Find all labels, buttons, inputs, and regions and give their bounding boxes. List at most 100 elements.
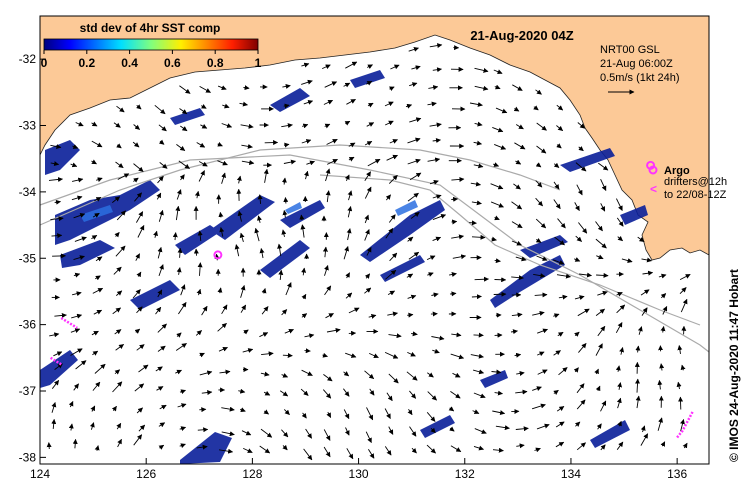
- current-arrow: [515, 256, 527, 262]
- current-arrow: [600, 400, 607, 412]
- current-arrow: [535, 180, 543, 188]
- current-arrow: [304, 333, 315, 339]
- current-arrow: [135, 253, 140, 261]
- current-arrow: [305, 428, 312, 439]
- current-arrow: [426, 412, 436, 422]
- current-arrow: [94, 197, 102, 202]
- current-arrow: [494, 84, 501, 90]
- current-arrow: [577, 308, 590, 317]
- current-arrow: [513, 183, 521, 190]
- current-arrow: [178, 160, 190, 169]
- y-tick-label: -35: [19, 251, 37, 265]
- drifter-track: [60, 316, 78, 329]
- current-arrow: [326, 327, 341, 333]
- current-arrow: [490, 183, 504, 190]
- current-arrow: [90, 405, 96, 412]
- current-arrow: [281, 177, 287, 185]
- current-arrow: [537, 351, 545, 357]
- current-arrow: [511, 312, 523, 318]
- current-arrow: [553, 181, 560, 190]
- current-arrow: [278, 269, 284, 280]
- current-arrow: [176, 332, 182, 338]
- current-arrow: [327, 158, 338, 165]
- current-arrow: [364, 229, 370, 241]
- current-arrow: [345, 292, 353, 299]
- current-arrow: [451, 234, 464, 240]
- current-arrow: [598, 162, 609, 171]
- current-arrow: [511, 275, 524, 281]
- current-arrow: [491, 236, 497, 242]
- current-arrow: [304, 348, 311, 354]
- current-arrow: [48, 176, 63, 182]
- current-arrow: [261, 306, 269, 315]
- current-arrow: [279, 390, 289, 397]
- current-arrow: [411, 447, 417, 454]
- current-arrow: [532, 310, 545, 316]
- current-arrow: [470, 353, 484, 359]
- current-arrow: [406, 273, 414, 279]
- current-arrow: [637, 326, 643, 335]
- current-arrow: [452, 254, 467, 260]
- current-arrow: [133, 163, 144, 172]
- current-arrow: [429, 122, 442, 128]
- current-arrow: [75, 360, 87, 370]
- current-arrow: [91, 121, 98, 127]
- current-arrow: [71, 313, 83, 319]
- current-arrow: [449, 426, 455, 432]
- current-arrow: [617, 420, 622, 427]
- y-tick-label: -36: [19, 318, 37, 332]
- current-arrow: [641, 257, 652, 263]
- current-arrow: [595, 308, 605, 316]
- current-arrow: [384, 351, 399, 359]
- current-arrow: [91, 235, 98, 240]
- current-arrow: [134, 383, 145, 392]
- current-arrow: [679, 287, 687, 295]
- current-arrow: [132, 289, 141, 299]
- current-arrow: [254, 227, 260, 242]
- current-arrow: [493, 162, 500, 167]
- current-arrow: [217, 287, 223, 294]
- current-arrow: [237, 210, 243, 222]
- current-arrow: [660, 326, 666, 333]
- current-arrow: [343, 388, 350, 397]
- current-arrow: [386, 392, 393, 402]
- current-arrow: [240, 285, 246, 298]
- current-arrow: [343, 246, 350, 260]
- colorbar-tick-label: 0: [41, 56, 48, 70]
- current-arrow: [388, 333, 402, 339]
- current-arrow: [239, 101, 248, 107]
- current-arrow: [640, 289, 650, 296]
- current-arrow: [555, 421, 565, 428]
- current-arrow: [448, 406, 455, 412]
- current-arrow: [657, 379, 663, 390]
- current-arrow: [552, 259, 565, 265]
- current-arrow: [662, 305, 668, 315]
- current-arrow: [158, 444, 165, 450]
- current-arrow: [426, 444, 436, 454]
- current-arrow: [242, 348, 254, 353]
- colorbar-gradient: [43, 38, 259, 51]
- current-arrow: [597, 290, 608, 296]
- current-arrow: [600, 179, 607, 191]
- current-arrow: [388, 373, 399, 384]
- current-arrow: [194, 190, 200, 199]
- current-arrow: [243, 447, 253, 453]
- sst-patches: [40, 70, 648, 464]
- current-arrow: [96, 177, 103, 183]
- current-arrow: [621, 258, 633, 263]
- current-arrow: [283, 142, 290, 148]
- current-arrow: [369, 352, 379, 359]
- current-arrow: [492, 447, 504, 453]
- current-arrow: [426, 255, 436, 261]
- current-arrow: [51, 380, 60, 389]
- current-arrow: [53, 351, 63, 357]
- current-arrow: [283, 409, 290, 416]
- current-arrow: [155, 366, 163, 372]
- current-arrow: [429, 43, 443, 49]
- current-arrow: [660, 293, 667, 299]
- current-arrow: [390, 64, 400, 70]
- current-arrow: [259, 248, 265, 259]
- current-arrow: [578, 343, 587, 353]
- current-arrow: [134, 328, 141, 334]
- current-arrow: [159, 404, 167, 410]
